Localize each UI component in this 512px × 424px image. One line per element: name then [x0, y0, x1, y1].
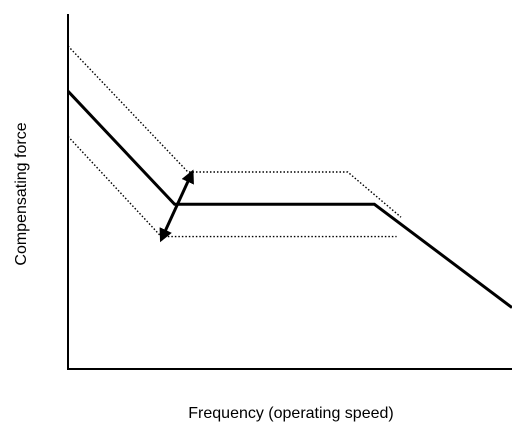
series-layer: [66, 45, 512, 309]
series-line-3-dotted: [67, 135, 397, 238]
series-line-2-dotted: [67, 45, 402, 218]
y-axis-label: Compensating force: [13, 122, 30, 265]
adjustment-arrow: [159, 169, 194, 243]
x-axis-label: Frequency (operating speed): [188, 405, 393, 422]
series-line-1-solid: [66, 90, 512, 309]
